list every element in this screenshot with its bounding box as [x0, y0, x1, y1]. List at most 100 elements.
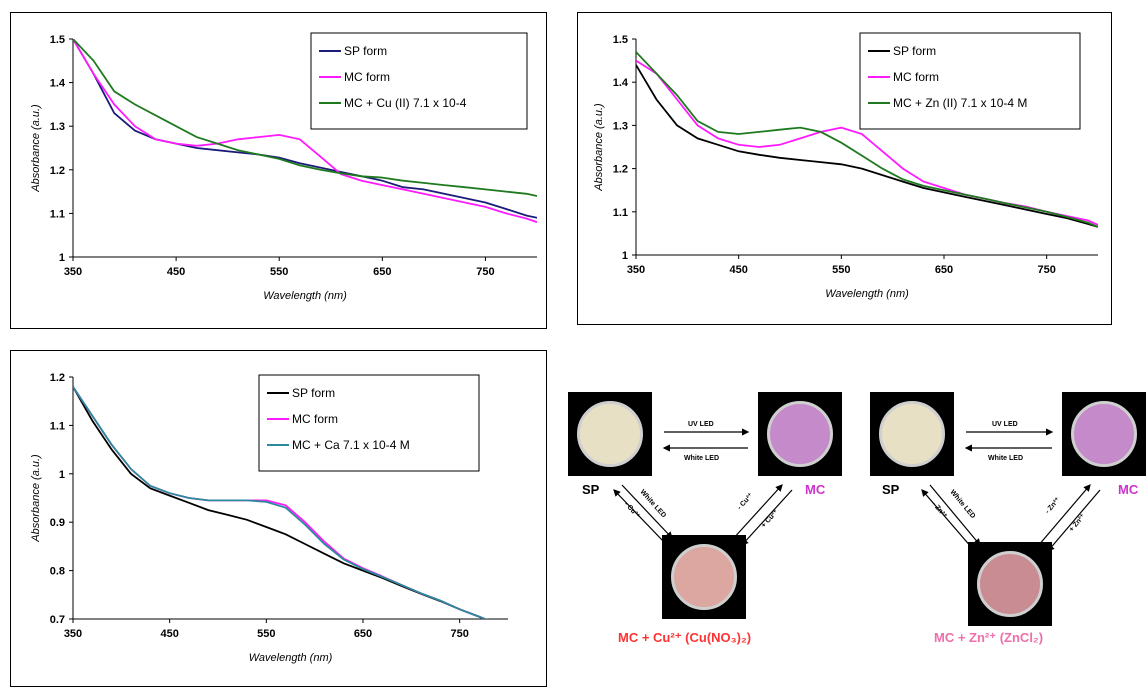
mc-dish-cu: [758, 392, 842, 476]
x-tick-label: 350: [627, 264, 645, 276]
series-line-2: [73, 39, 537, 223]
x-tick-label: 750: [476, 266, 494, 278]
y-tick-label: 1.3: [50, 121, 65, 133]
x-axis-label: Wavelength (nm): [825, 288, 909, 300]
x-tick-label: 550: [270, 266, 288, 278]
chart-zn: 1 1.1 1.2 1.3 1.4 1.5 350 450 550 650 750 Wavelengt…: [593, 32, 1098, 300]
y-tick-label: 1.2: [50, 372, 65, 384]
white-led-label-cu: White LED: [684, 455, 719, 462]
y-tick-label: 1.1: [613, 207, 628, 219]
arrow-left-down-zn: [929, 484, 981, 546]
y-axis-label: Absorbance (a.u.): [593, 103, 605, 192]
arrow-left-up-cu: [613, 489, 665, 543]
chart-ca: 0.7 0.8 0.9 1 1.1 1.2 350 450 550 650 750 Wavelengt…: [30, 372, 508, 664]
mc-label-cu: MC: [805, 482, 826, 497]
arrow-left-up-zn: [921, 489, 973, 549]
mc-dish-zn: [1062, 392, 1146, 476]
y-tick-label: 0.8: [50, 566, 65, 578]
left-up-label-cu: White LED: [639, 489, 668, 520]
white-led-label-zn: White LED: [988, 455, 1023, 462]
sp-dish-cu: [568, 392, 652, 476]
y-tick-label: 1.2: [613, 164, 628, 176]
x-tick-label: 650: [935, 264, 953, 276]
y-tick-label: 1: [59, 469, 65, 481]
arrow-right-up-cu: [731, 484, 783, 541]
x-tick-label: 550: [832, 264, 850, 276]
cu-complex-label: MC + Cu²⁺ (Cu(NO₃)₂): [618, 630, 752, 645]
zn-plate: [977, 551, 1043, 617]
mc-label-zn: MC: [1118, 482, 1139, 497]
arrow-left-down-cu: [621, 484, 673, 539]
zn-complex-dish: [968, 542, 1052, 626]
sp-label-zn: SP: [882, 482, 900, 497]
legend-entry: MC form: [344, 70, 390, 84]
y-tick-label: 1.1: [50, 420, 65, 432]
legend-box: [258, 374, 480, 472]
x-tick-label: 450: [160, 628, 178, 640]
legend-entry: MC + Zn (II) 7.1 x 10-4 M: [893, 96, 1027, 110]
y-tick-label: 1.4: [613, 77, 629, 89]
uv-led-label-zn: UV LED: [992, 421, 1018, 428]
chart-panel-zn: 1 1.1 1.2 1.3 1.4 1.5 350 450 550 650 750 Wavelengt…: [577, 12, 1112, 325]
y-tick-label: 1.3: [613, 120, 628, 132]
mc-plate: [1071, 401, 1137, 467]
x-axis-label: Wavelength (nm): [263, 290, 347, 302]
legend-box: [310, 32, 528, 130]
x-tick-label: 750: [1037, 264, 1055, 276]
left-up-label-zn: White LED: [948, 489, 976, 520]
right-down-label-cu: + Cu²⁺: [760, 509, 780, 530]
legend-entry: MC form: [292, 412, 338, 426]
series-line-3: [73, 39, 537, 197]
right-up-label-zn: - Zn²⁺: [1044, 496, 1062, 515]
sp-label-cu: SP: [582, 482, 600, 497]
mc-plate: [767, 401, 833, 467]
legend-entry: MC + Cu (II) 7.1 x 10-4: [344, 96, 467, 110]
x-axis-label: Wavelength (nm): [249, 652, 333, 664]
sp-plate: [879, 401, 945, 467]
arrow-right-down-cu: [741, 489, 793, 546]
x-tick-label: 450: [729, 264, 747, 276]
y-axis-label: Absorbance (a.u.): [30, 454, 42, 543]
uv-led-label-cu: UV LED: [688, 421, 714, 428]
legend-entry: MC + Ca 7.1 x 10-4 M: [292, 438, 410, 452]
y-tick-label: 0.7: [50, 614, 65, 626]
x-tick-label: 750: [450, 628, 468, 640]
x-tick-label: 350: [64, 628, 82, 640]
x-tick-label: 350: [64, 266, 82, 278]
series-line-3: [73, 386, 488, 619]
x-tick-label: 650: [373, 266, 391, 278]
zn-complex-label: MC + Zn²⁺ (ZnCl₂): [934, 630, 1044, 645]
sp-plate: [577, 401, 643, 467]
y-tick-label: 1: [59, 252, 65, 264]
y-axis-label: Absorbance (a.u.): [30, 104, 42, 193]
legend-entry: MC form: [893, 70, 939, 84]
y-tick-label: 1.4: [50, 78, 66, 90]
scheme-arrows: UV LED White LED White LED - Cu²⁺ - Cu²⁺…: [613, 421, 1101, 552]
legend-entry: SP form: [292, 386, 335, 400]
y-tick-label: 1.2: [50, 165, 65, 177]
chart-panel-cu: 1 1.1 1.2 1.3 1.4 1.5 350 450 550 650 750 Wavelengt…: [10, 12, 547, 329]
x-tick-label: 450: [167, 266, 185, 278]
legend-box: [859, 32, 1081, 130]
y-tick-label: 0.9: [50, 517, 65, 529]
series-line-1: [636, 64, 1098, 228]
right-up-label-cu: - Cu²⁺: [736, 492, 755, 512]
legend-entry: SP form: [893, 44, 936, 58]
chart-cu: 1 1.1 1.2 1.3 1.4 1.5 350 450 550 650 750 Wavelengt…: [30, 32, 537, 302]
cu-complex-dish: [662, 535, 746, 619]
y-tick-label: 1.1: [50, 208, 65, 220]
y-tick-label: 1.5: [50, 34, 65, 46]
arrow-right-down-zn: [1047, 489, 1101, 552]
legend-entry: SP form: [344, 44, 387, 58]
sp-dish-zn: [870, 392, 954, 476]
y-tick-label: 1: [622, 250, 628, 262]
left-down-label-cu: - Cu²⁺: [623, 501, 642, 521]
x-tick-label: 650: [354, 628, 372, 640]
chart-panel-ca: 0.7 0.8 0.9 1 1.1 1.2 350 450 550 650 750 Wavelengt…: [10, 350, 547, 687]
x-tick-label: 550: [257, 628, 275, 640]
arrow-right-up-zn: [1037, 484, 1091, 547]
photo-scheme: SP MC MC + Cu²⁺ (Cu(NO₃)₂) SP MC MC + Zn…: [560, 380, 1146, 685]
y-tick-label: 1.5: [613, 34, 628, 46]
cu-plate: [671, 544, 737, 610]
series-line-3: [636, 51, 1098, 228]
